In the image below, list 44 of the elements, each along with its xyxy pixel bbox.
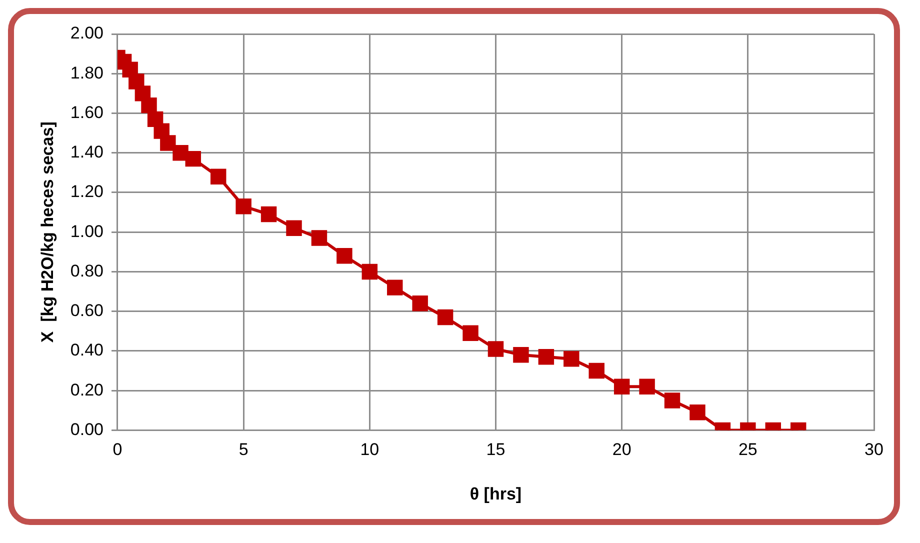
x-tick-label: 5 — [238, 440, 248, 460]
point — [462, 325, 478, 341]
point — [437, 309, 454, 326]
point — [387, 280, 403, 296]
point — [210, 168, 226, 184]
point — [185, 150, 201, 167]
point — [286, 220, 302, 236]
y-tick-label: 1.00 — [70, 222, 104, 241]
y-tick-label: 0.40 — [70, 340, 104, 360]
point — [690, 404, 706, 420]
point — [538, 349, 554, 365]
x-tick-label: 20 — [612, 440, 632, 460]
x-tick-label: 0 — [112, 440, 122, 460]
point — [311, 230, 328, 246]
x-tick-label: 10 — [360, 440, 380, 460]
y-axis-title: X [kg H2O/kg heces secas] — [38, 122, 57, 343]
y-tick-label: 1.20 — [70, 182, 104, 202]
point — [336, 248, 352, 264]
point — [236, 198, 252, 214]
point — [362, 264, 378, 280]
x-tick-label: 25 — [738, 440, 758, 460]
y-tick-label: 2.00 — [70, 24, 104, 43]
point — [488, 341, 504, 357]
y-tick-label: 0.80 — [70, 261, 104, 280]
point — [141, 97, 157, 114]
point — [564, 351, 580, 367]
y-tick-label: 0.00 — [70, 420, 104, 439]
point — [639, 378, 655, 394]
x-tick-label: 30 — [864, 440, 884, 460]
y-tick-label: 0.60 — [70, 301, 104, 320]
point — [513, 347, 529, 363]
point — [664, 392, 680, 408]
point — [172, 144, 188, 161]
point — [160, 135, 176, 151]
point — [614, 378, 630, 394]
x-axis-title: θ [hrs] — [470, 484, 522, 504]
y-tick-label: 0.20 — [70, 380, 104, 400]
y-tick-label: 1.60 — [70, 102, 104, 122]
y-tick-label: 1.80 — [70, 63, 104, 82]
x-tick-label: 15 — [486, 440, 506, 460]
point — [260, 206, 277, 222]
point — [412, 296, 428, 312]
y-tick-label: 1.40 — [70, 142, 104, 162]
point — [588, 362, 604, 379]
